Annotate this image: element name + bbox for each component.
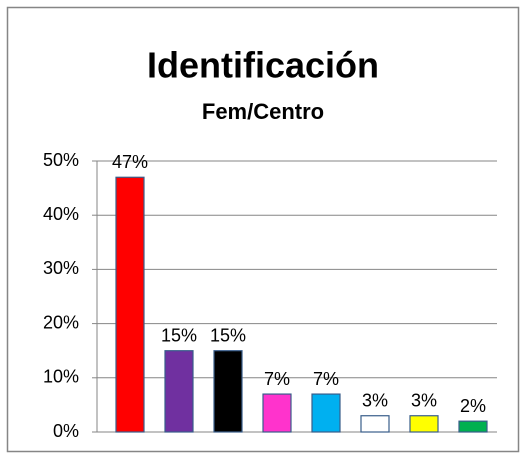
bar (213, 350, 243, 433)
bar (311, 393, 341, 433)
value-label: 3% (411, 390, 437, 410)
value-label: 47% (112, 152, 148, 172)
bar (262, 393, 292, 433)
value-label: 15% (210, 325, 246, 345)
y-tick-label: 10% (43, 367, 79, 387)
chart-title: Identificación (147, 45, 379, 86)
value-label: 2% (460, 396, 486, 416)
y-tick-label: 0% (53, 421, 79, 441)
y-tick-label: 50% (43, 150, 79, 170)
bar (164, 350, 194, 433)
value-label: 3% (362, 390, 388, 410)
chart-subtitle: Fem/Centro (202, 99, 324, 124)
value-label: 7% (313, 369, 339, 389)
bar (458, 420, 488, 433)
y-tick-label: 40% (43, 204, 79, 224)
bar (360, 415, 390, 433)
y-tick-label: 20% (43, 312, 79, 332)
bar (115, 176, 145, 433)
value-label: 15% (161, 325, 197, 345)
bar (409, 415, 439, 433)
value-label: 7% (264, 369, 290, 389)
y-tick-label: 30% (43, 258, 79, 278)
